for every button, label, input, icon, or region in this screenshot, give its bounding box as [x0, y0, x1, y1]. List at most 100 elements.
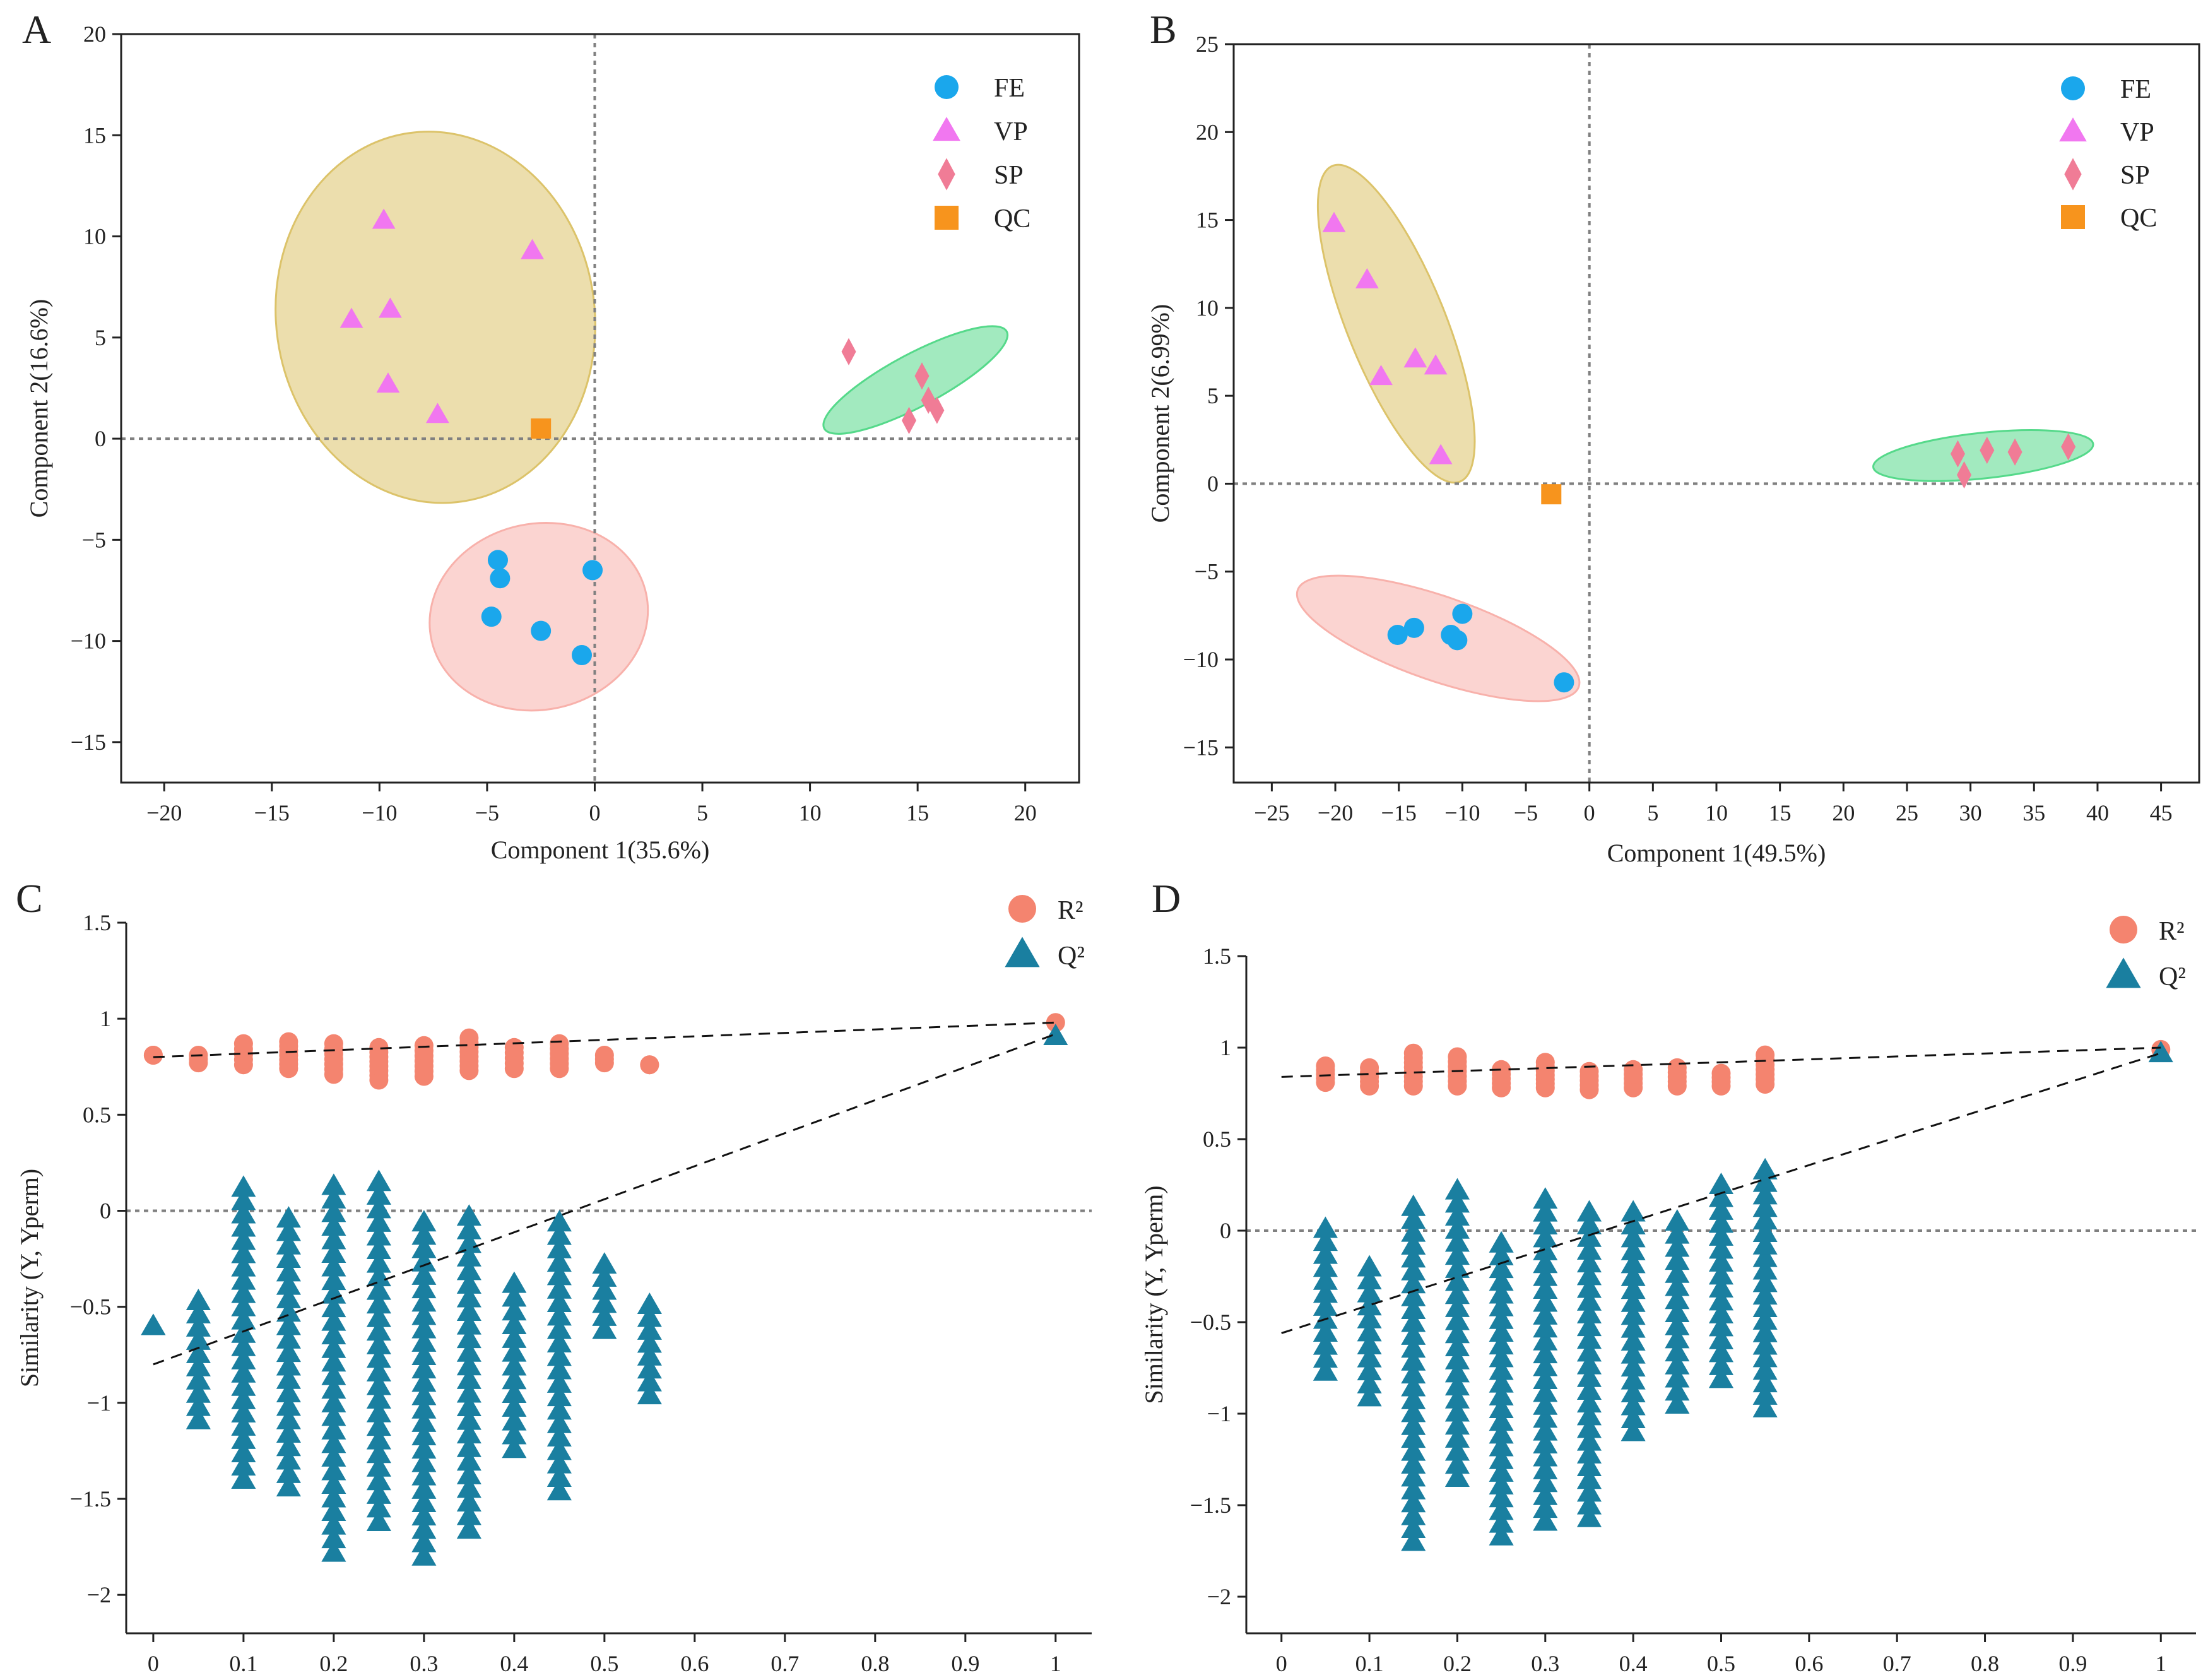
q2-point — [1576, 1467, 1602, 1489]
q2-point — [1621, 1277, 1646, 1299]
panel-letter-a: A — [22, 7, 51, 52]
panel-letter-d: D — [1152, 876, 1181, 921]
q2-point — [502, 1340, 527, 1362]
q2-point — [1489, 1320, 1514, 1342]
legend-label-vp: VP — [994, 117, 1028, 146]
q2-point — [456, 1327, 481, 1349]
legend-label-sp: SP — [994, 161, 1024, 190]
q2-point — [1621, 1355, 1646, 1377]
q2-point — [546, 1263, 572, 1286]
r2-point — [279, 1032, 298, 1051]
q2-point — [1401, 1284, 1426, 1306]
q2-point — [637, 1357, 662, 1379]
q2-point — [1576, 1315, 1602, 1337]
legend-label-q2: Q² — [2159, 962, 2186, 991]
q2-point — [321, 1214, 346, 1236]
q2-point — [546, 1317, 572, 1339]
q2-point — [1533, 1354, 1558, 1376]
y-tick-label: 20 — [83, 21, 106, 47]
y-tick-label: 25 — [1196, 32, 1219, 57]
x-tick-label: 10 — [799, 800, 822, 825]
data-points — [141, 1013, 1068, 1566]
q2-point — [1357, 1255, 1382, 1277]
q2-point — [1621, 1393, 1646, 1416]
q2-point — [502, 1299, 527, 1321]
q2-point — [411, 1397, 437, 1419]
q2-point — [1533, 1200, 1558, 1222]
q2-point — [231, 1467, 256, 1489]
legend-label-vp: VP — [2120, 118, 2154, 147]
x-tick-label: 0 — [589, 800, 600, 825]
q2-point — [1621, 1368, 1646, 1390]
q2-point — [502, 1423, 527, 1445]
q2-point — [321, 1390, 346, 1412]
q2-point — [1533, 1406, 1558, 1428]
q2-point — [1752, 1157, 1778, 1180]
y-tick-label: 15 — [1196, 208, 1219, 233]
q2-point — [1444, 1204, 1470, 1226]
q2-point — [1621, 1290, 1646, 1312]
q2-point — [276, 1340, 301, 1363]
q2-point — [502, 1326, 527, 1348]
q2-point — [1401, 1413, 1426, 1435]
x-tick-label: −10 — [362, 800, 397, 825]
x-tick-label: −10 — [1444, 800, 1480, 825]
q2-point — [366, 1387, 391, 1409]
q2-point — [1533, 1445, 1558, 1467]
q2-point — [546, 1277, 572, 1299]
legend-marker-qc — [935, 206, 959, 230]
q2-point — [411, 1477, 437, 1499]
q2-point — [546, 1371, 572, 1393]
vp-point — [1429, 444, 1453, 464]
q2-point — [592, 1265, 617, 1287]
legend-label-r2: R² — [1058, 896, 1083, 925]
legend-marker-r2 — [2110, 916, 2137, 944]
r2-point — [414, 1036, 434, 1055]
q2-point — [366, 1455, 391, 1477]
q2-point — [1708, 1211, 1734, 1233]
q2-point — [1489, 1511, 1514, 1533]
q2-point — [1444, 1465, 1470, 1487]
q2-point — [1313, 1294, 1338, 1316]
vp-point — [376, 372, 400, 393]
q2-point — [231, 1202, 256, 1224]
r2-point — [1624, 1060, 1643, 1079]
panel-letter-c: C — [16, 876, 43, 921]
confidence-ellipse-vp — [1316, 163, 1476, 484]
ticks: 0 0.1 0.2 0.3 0.4 0.5 0.6 0.7 0.8 0.9 1 −2 −1.5 −1 −0.… — [70, 910, 1061, 1676]
q2-point — [1533, 1483, 1558, 1505]
legend-label-r2: R² — [2159, 917, 2185, 946]
q2-point — [1708, 1172, 1734, 1194]
q2-point — [411, 1450, 437, 1472]
plot-frame — [1232, 43, 2200, 784]
ticks: −20 −15 −10 −5 0 5 10 15 20 −15 −10 −5 0 5 10 15 20 — [71, 21, 1037, 825]
q2-point — [411, 1383, 437, 1405]
legend-marker-q2 — [1005, 937, 1040, 967]
r2-point — [1403, 1043, 1423, 1063]
x-tick-label: 5 — [697, 800, 708, 825]
q2-point — [456, 1204, 481, 1226]
fit-lines — [153, 1021, 1056, 1366]
q2-point — [1752, 1220, 1778, 1242]
q2-point — [546, 1223, 572, 1245]
q2-point — [231, 1228, 256, 1250]
q2-point — [276, 1246, 301, 1269]
ticks: 0 0.1 0.2 0.3 0.4 0.5 0.6 0.7 0.8 0.9 1 −2 −1.5 −1 −0.… — [1190, 944, 2167, 1676]
q2-point — [231, 1427, 256, 1449]
q2-point — [366, 1400, 391, 1423]
x-tick-label: −15 — [1381, 800, 1417, 825]
q2-point — [1401, 1220, 1426, 1242]
vp-point — [426, 403, 449, 423]
q2-point — [366, 1428, 391, 1450]
q2-point — [321, 1241, 346, 1263]
sp-point — [930, 396, 945, 424]
q2-point — [1576, 1365, 1602, 1387]
q2-point — [321, 1486, 346, 1508]
q2-point — [1489, 1383, 1514, 1405]
q2-point — [411, 1223, 437, 1245]
sp-point — [1957, 461, 1972, 489]
q2-point — [231, 1215, 256, 1237]
q2-point — [502, 1313, 527, 1335]
q2-point — [321, 1540, 346, 1562]
r2-point-observed — [1046, 1013, 1065, 1032]
